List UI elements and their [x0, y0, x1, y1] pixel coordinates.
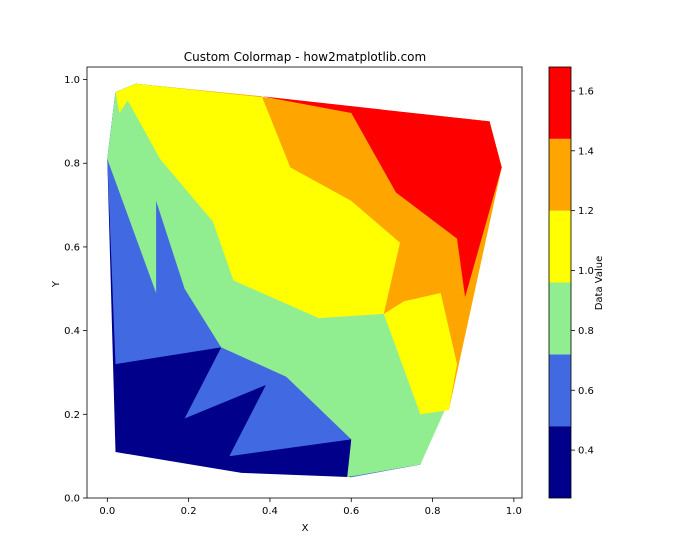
y-tick-label-5: 1.0 [64, 75, 80, 86]
x-tick-label-2: 0.4 [262, 506, 278, 517]
colorbar-tick-label-1: 0.6 [578, 386, 594, 397]
y-axis: 0.0 0.2 0.4 0.6 0.8 1.0 [64, 75, 87, 505]
contour-region-5 [261, 96, 502, 298]
colorbar-band-1 [549, 354, 571, 427]
x-tick-label-0: 0.0 [99, 506, 115, 517]
colorbar-tick-label-3: 1.0 [578, 266, 594, 277]
colorbar-frame [548, 66, 572, 499]
y-tick-label-0: 0.0 [64, 494, 80, 505]
colorbar-band-2 [549, 282, 571, 355]
colorbar-tick-label-2: 0.8 [578, 326, 594, 337]
colorbar-band-4 [549, 138, 571, 211]
colorbar-band-0 [549, 426, 571, 498]
x-axis: 0.0 0.2 0.4 0.6 0.8 1.0 [99, 498, 522, 517]
colorbar-tick-label-4: 1.2 [578, 206, 594, 217]
colorbar-band-5 [549, 67, 571, 139]
colorbar-band-3 [549, 210, 571, 283]
x-axis-label: X [302, 523, 309, 534]
colorbar-tick-label-5: 1.4 [578, 146, 594, 157]
contour-regions [107, 83, 502, 478]
colorbar-tick-label-6: 1.6 [578, 86, 594, 97]
chart-title: Custom Colormap - how2matplotlib.com [184, 50, 426, 64]
plot-frame [86, 66, 523, 499]
x-tick-label-3: 0.6 [343, 506, 359, 517]
colorbar-label: Data Value [594, 256, 605, 311]
y-tick-label-1: 0.2 [64, 410, 80, 421]
colorbar-tick-label-0: 0.4 [578, 446, 594, 457]
x-tick-label-1: 0.2 [181, 506, 197, 517]
x-tick-label-4: 0.8 [425, 506, 441, 517]
y-tick-label-2: 0.4 [64, 326, 80, 337]
y-tick-label-3: 0.6 [64, 242, 80, 253]
y-tick-label-4: 0.8 [64, 159, 80, 170]
x-tick-label-5: 1.0 [506, 506, 522, 517]
y-axis-label: Y [51, 280, 62, 288]
colorbar: 0.4 0.6 0.8 1.0 1.2 1.4 1.6 [548, 66, 594, 499]
